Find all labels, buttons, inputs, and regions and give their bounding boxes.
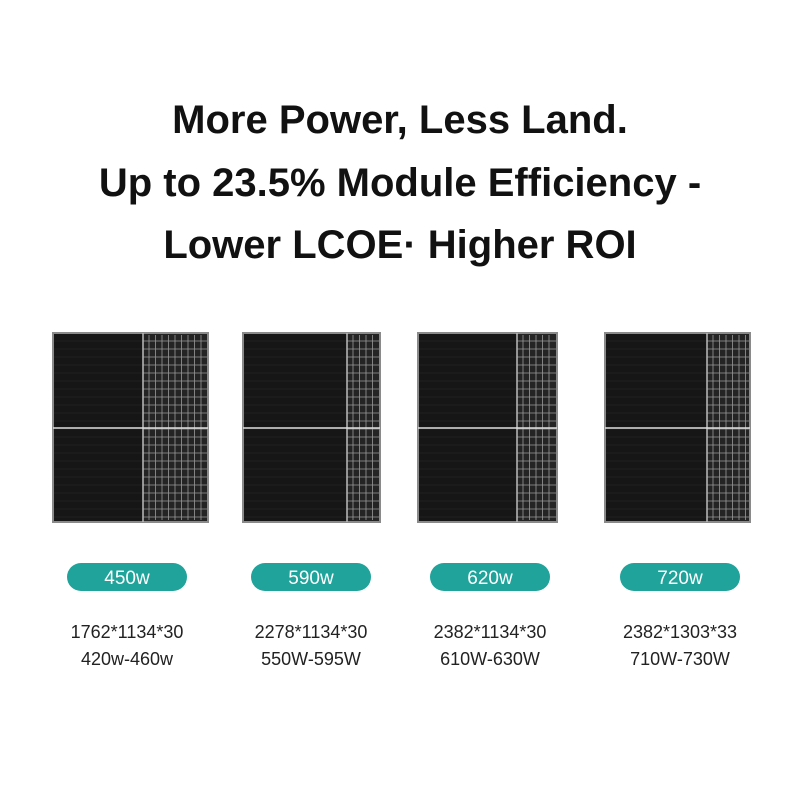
power-pill [67, 563, 187, 591]
title-line: More Power, Less Land. [172, 98, 628, 142]
power-range: 710W-730W [630, 649, 730, 669]
solar-panel [417, 332, 558, 523]
dimensions: 1762*1134*30 [71, 622, 184, 642]
solar-panel [242, 332, 381, 523]
solar-panel [604, 332, 751, 523]
power-range: 610W-630W [440, 649, 540, 669]
power-pill [430, 563, 550, 591]
title-line: Up to 23.5% Module Efficiency - [99, 161, 701, 205]
dimensions: 2278*1134*30 [255, 622, 368, 642]
power-label: 450w [104, 568, 150, 589]
power-label: 720w [657, 568, 703, 589]
solar-panel [52, 332, 209, 523]
power-range: 420w-460w [81, 649, 174, 669]
power-label: 620w [467, 568, 513, 589]
power-range: 550W-595W [261, 649, 361, 669]
dimensions: 2382*1303*33 [623, 622, 737, 642]
title-line: Lower LCOE· Higher ROI [163, 223, 636, 267]
power-pill [251, 563, 371, 591]
power-label: 590w [288, 568, 334, 589]
dimensions: 2382*1134*30 [434, 622, 547, 642]
power-pill [620, 563, 740, 591]
